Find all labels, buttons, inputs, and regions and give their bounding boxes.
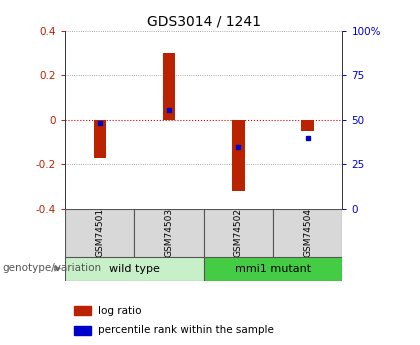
Bar xyxy=(74,326,91,335)
Bar xyxy=(65,209,134,257)
Bar xyxy=(302,120,314,131)
Bar xyxy=(74,306,91,315)
Text: GSM74502: GSM74502 xyxy=(234,208,243,257)
Text: genotype/variation: genotype/variation xyxy=(2,264,101,273)
Text: percentile rank within the sample: percentile rank within the sample xyxy=(98,325,274,335)
Text: GSM74504: GSM74504 xyxy=(303,208,312,257)
Text: log ratio: log ratio xyxy=(98,306,142,315)
Text: GSM74503: GSM74503 xyxy=(165,208,173,257)
Title: GDS3014 / 1241: GDS3014 / 1241 xyxy=(147,14,261,29)
Bar xyxy=(204,209,273,257)
Bar xyxy=(65,257,204,281)
Text: mmi1 mutant: mmi1 mutant xyxy=(235,264,311,274)
Bar xyxy=(273,209,342,257)
Bar xyxy=(204,257,342,281)
Text: wild type: wild type xyxy=(109,264,160,274)
Bar xyxy=(163,53,175,120)
Text: GSM74501: GSM74501 xyxy=(95,208,104,257)
Bar xyxy=(94,120,106,158)
Bar xyxy=(134,209,204,257)
Bar xyxy=(232,120,244,191)
